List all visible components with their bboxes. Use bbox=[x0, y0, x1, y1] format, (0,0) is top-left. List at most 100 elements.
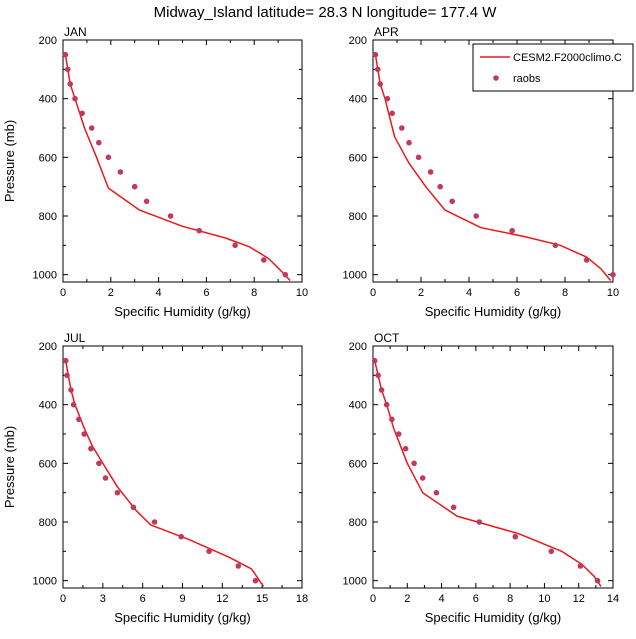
obs-point bbox=[402, 445, 409, 452]
panel-label: OCT bbox=[374, 331, 400, 345]
x-tick-label: 8 bbox=[562, 287, 568, 299]
x-axis-label: Specific Humidity (g/kg) bbox=[114, 610, 251, 625]
obs-point bbox=[70, 401, 77, 408]
x-tick-label: 2 bbox=[108, 287, 114, 299]
obs-point bbox=[232, 242, 238, 249]
x-tick-label: 6 bbox=[203, 287, 209, 299]
y-tick-label: 1000 bbox=[33, 576, 57, 588]
obs-point bbox=[449, 198, 456, 205]
y-tick-label: 400 bbox=[39, 94, 57, 106]
obs-point bbox=[143, 198, 150, 205]
obs-point bbox=[235, 563, 242, 569]
plot-frame bbox=[62, 345, 303, 589]
obs-point bbox=[372, 51, 379, 58]
obs-point bbox=[117, 169, 124, 175]
y-tick-label: 400 bbox=[39, 400, 57, 412]
x-tick-label: 3 bbox=[100, 593, 106, 605]
obs-point bbox=[577, 563, 584, 569]
model-series-line bbox=[64, 54, 291, 282]
y-tick-label: 200 bbox=[349, 341, 367, 353]
obs-point bbox=[610, 271, 616, 278]
x-tick-label: 2 bbox=[404, 593, 410, 605]
y-tick-label: 800 bbox=[349, 211, 367, 223]
obs-point bbox=[88, 125, 95, 131]
obs-point bbox=[389, 110, 396, 117]
obs-point bbox=[427, 169, 434, 175]
legend-obs-label: raobs bbox=[513, 73, 541, 85]
x-tick-label: 15 bbox=[256, 593, 268, 605]
legend-model-label: CESM2.F2000climo.C bbox=[513, 52, 622, 64]
obs-point bbox=[512, 533, 519, 540]
obs-point bbox=[375, 66, 381, 73]
obs-point bbox=[411, 460, 417, 467]
obs-point bbox=[206, 548, 212, 555]
obs-point bbox=[67, 81, 73, 87]
panel-label: JUL bbox=[64, 331, 86, 345]
y-tick-label: 200 bbox=[349, 35, 367, 47]
x-tick-label: 4 bbox=[466, 287, 472, 299]
panel-oct: OCT 0 2 4 6 8 10 12 14 200 400 600 800 1000 Specific H… bbox=[343, 331, 620, 625]
x-axis-label: Specific Humidity (g/kg) bbox=[425, 304, 562, 319]
y-tick-label: 600 bbox=[349, 458, 367, 470]
x-tick-label: 4 bbox=[156, 287, 162, 299]
obs-point bbox=[437, 183, 444, 190]
obs-point bbox=[88, 445, 94, 452]
x-tick-label: 12 bbox=[573, 593, 585, 605]
obs-point bbox=[62, 357, 69, 364]
obs-point bbox=[96, 139, 102, 146]
y-tick-label: 400 bbox=[349, 94, 367, 106]
x-tick-label: 6 bbox=[514, 287, 520, 299]
obs-point bbox=[415, 154, 422, 161]
obs-point bbox=[151, 519, 158, 525]
obs-point bbox=[399, 125, 405, 131]
obs-point bbox=[476, 519, 483, 525]
y-tick-label: 600 bbox=[39, 458, 57, 470]
y-tick-label: 600 bbox=[349, 152, 367, 164]
obs-point bbox=[389, 416, 395, 423]
obs-point bbox=[79, 110, 85, 117]
obs-point bbox=[178, 533, 184, 540]
panel-jul: JUL 0 3 6 9 12 15 18 200 400 600 800 1000 Specific Hu… bbox=[2, 331, 308, 625]
y-axis-label: Pressure (mb) bbox=[2, 426, 17, 508]
obs-point bbox=[371, 357, 378, 364]
panel-label: APR bbox=[374, 25, 399, 39]
x-tick-label: 18 bbox=[296, 593, 308, 605]
obs-point bbox=[261, 257, 267, 263]
obs-point bbox=[419, 475, 426, 481]
obs-point bbox=[433, 489, 440, 496]
obs-point bbox=[81, 431, 87, 437]
x-tick-label: 0 bbox=[60, 593, 66, 605]
plot-frame bbox=[62, 39, 303, 283]
x-tick-label: 6 bbox=[140, 593, 146, 605]
obs-point bbox=[406, 139, 412, 146]
y-tick-label: 1000 bbox=[343, 270, 367, 282]
y-tick-label: 1000 bbox=[33, 270, 57, 282]
obs-point bbox=[105, 154, 112, 161]
obs-point bbox=[102, 475, 109, 481]
x-tick-label: 6 bbox=[473, 593, 479, 605]
x-tick-label: 0 bbox=[370, 593, 376, 605]
obs-point bbox=[583, 257, 590, 263]
legend-obs-marker bbox=[493, 75, 499, 81]
y-tick-label: 800 bbox=[39, 517, 57, 529]
obs-point bbox=[114, 489, 121, 496]
obs-point bbox=[282, 271, 289, 278]
panel-jan: JAN 0 2 4 6 8 10 200 400 600 800 1000 Specific Humid… bbox=[2, 25, 308, 319]
obs-point bbox=[131, 183, 138, 190]
y-axis-label: Pressure (mb) bbox=[2, 120, 17, 202]
obs-point bbox=[62, 51, 69, 58]
panel-label: JAN bbox=[64, 25, 87, 39]
panel-apr: APR 0 2 4 6 8 10 200 400 600 800 1000 Specific Humid… bbox=[343, 25, 620, 319]
x-tick-label: 0 bbox=[60, 287, 66, 299]
obs-point bbox=[473, 213, 480, 219]
obs-point bbox=[130, 504, 137, 511]
y-tick-label: 800 bbox=[39, 211, 57, 223]
obs-point bbox=[384, 95, 391, 102]
obs-point bbox=[96, 460, 102, 467]
legend: CESM2.F2000climo.C raobs bbox=[472, 43, 634, 92]
x-tick-label: 8 bbox=[507, 593, 513, 605]
obs-point bbox=[395, 431, 402, 437]
x-tick-label: 9 bbox=[179, 593, 185, 605]
x-tick-label: 10 bbox=[538, 593, 550, 605]
